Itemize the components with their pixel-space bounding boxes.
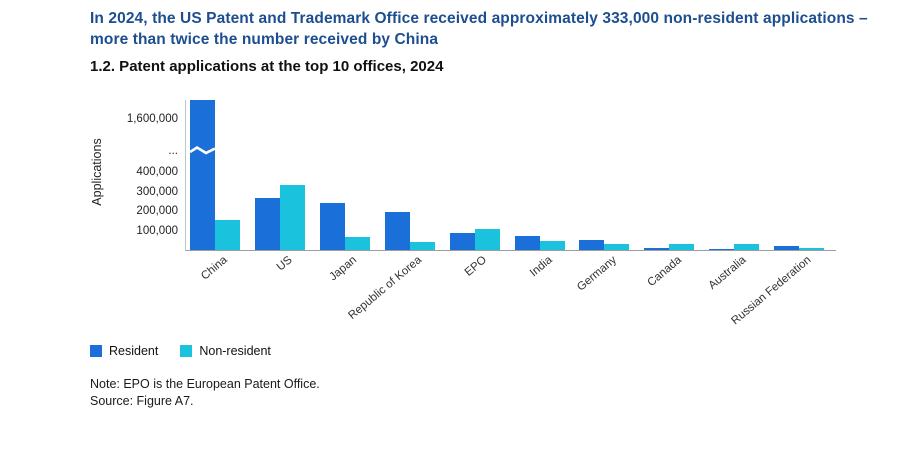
bar-germany-resident [579, 240, 605, 250]
bar-india-resident [514, 235, 540, 250]
legend-item-non-resident: Non-resident [180, 344, 271, 358]
bar-republic-of-korea-resident [384, 212, 410, 250]
bar-russian-federation-resident [774, 245, 800, 250]
legend-label-non-resident: Non-resident [199, 344, 271, 358]
y-tick-100-000: 100,000 [136, 224, 178, 237]
x-label-india: India [527, 254, 555, 280]
chart-plot-area: China US Japan Republic of Korea EPO India Ger… [185, 100, 836, 327]
bar-us-resident [254, 197, 280, 250]
bar-canada-non-resident [669, 243, 695, 250]
legend-swatch-non-resident [180, 345, 193, 357]
bar-germany-non-resident [604, 244, 630, 250]
bar-canada-resident [644, 248, 670, 250]
figure-source: Source: Figure A7. [90, 394, 194, 408]
bar-epo-resident [449, 233, 475, 250]
bar-china-resident [190, 100, 215, 250]
figure-headline: In 2024, the US Patent and Trademark Off… [90, 10, 868, 48]
x-label-germany: Germany [575, 254, 620, 294]
y-axis-tick-labels: 1,600,000... 400,000 300,000 200,000 100,000 [84, 100, 178, 250]
bar-epo-non-resident [474, 229, 500, 250]
bar-republic-of-korea-non-resident [409, 241, 435, 250]
x-label-us: US [274, 254, 295, 274]
bar-australia-non-resident [734, 243, 760, 250]
axis-break-icon [190, 145, 215, 155]
x-label-australia: Australia [706, 254, 749, 292]
bar-india-non-resident [539, 241, 565, 250]
y-tick-400-000: 400,000 [136, 166, 178, 179]
x-label-epo: EPO [462, 254, 490, 279]
x-label-china: China [198, 254, 230, 283]
x-label-canada: Canada [645, 254, 685, 290]
figure-title: 1.2. Patent applications at the top 10 o… [90, 58, 444, 75]
bar-russian-federation-non-resident [799, 248, 825, 250]
bar-china-non-resident [215, 219, 240, 250]
bar-us-non-resident [279, 185, 305, 250]
bar-australia-resident [709, 249, 735, 250]
legend-item-resident: Resident [90, 344, 158, 358]
y-tick-1-600-000: 1,600,000 [126, 113, 178, 125]
legend-label-resident: Resident [109, 344, 159, 358]
chart-legend: Resident Non-resident [90, 344, 271, 358]
legend-swatch-resident [90, 345, 102, 357]
x-label-japan: Japan [327, 254, 360, 284]
bar-japan-non-resident [344, 237, 370, 250]
y-tick-: ... [168, 145, 178, 157]
x-label-republic-of-korea: Republic of Korea [346, 254, 425, 322]
y-tick-200-000: 200,000 [136, 205, 178, 218]
figure-note: Note: EPO is the European Patent Office. [90, 377, 320, 391]
y-tick-300-000: 300,000 [136, 185, 178, 198]
bar-japan-resident [319, 203, 345, 250]
